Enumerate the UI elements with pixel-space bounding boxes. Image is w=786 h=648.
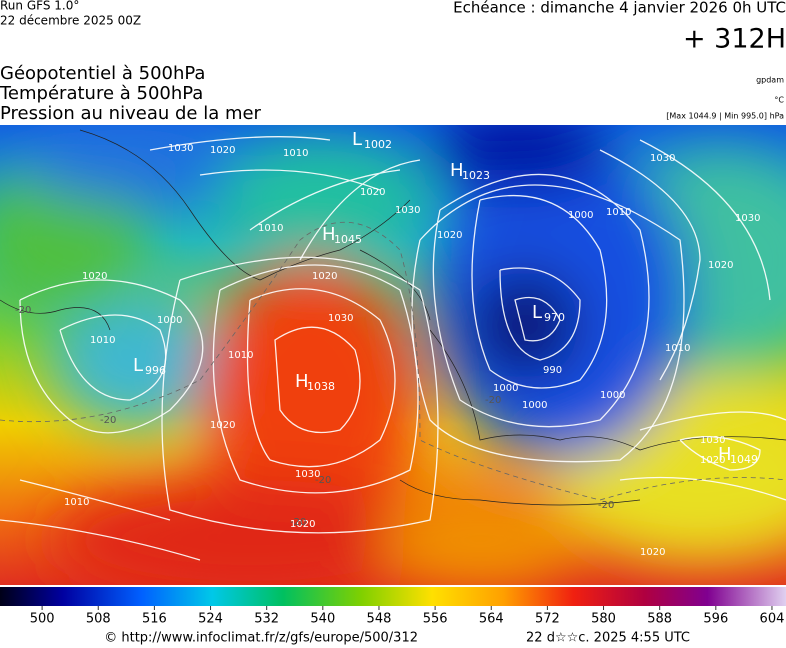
isobar-label: 1010	[283, 148, 308, 159]
colorbar-tick-label: 556	[423, 612, 448, 627]
isobar-label: 1030	[295, 469, 320, 480]
legend-line: Géopotentiel à 500hPa	[0, 63, 205, 84]
isobar-label: 1020	[210, 420, 235, 431]
timestamp: 22 d☆☆c. 2025 4:55 UTC	[526, 631, 690, 646]
isobar-label: 1020	[360, 187, 385, 198]
unit-label: °C	[774, 96, 784, 105]
colorbar-tick-label: 540	[310, 612, 335, 627]
pressure-center: H	[295, 371, 309, 392]
map-field	[0, 125, 786, 585]
source-credit: © http://www.infoclimat.fr/z/gfs/europe/…	[104, 631, 418, 646]
isobar-label: 1030	[395, 205, 420, 216]
pressure-range: [Max 1044.9 | Min 995.0] hPa	[666, 112, 784, 121]
isobar-label: 1010	[258, 223, 283, 234]
pressure-value: 1049	[730, 453, 758, 466]
isobar-label: 1020	[708, 260, 733, 271]
pressure-value: 1045	[334, 233, 362, 246]
colorbar-tick-label: 532	[254, 612, 279, 627]
isobar-label: 1020	[82, 271, 107, 282]
isobar-label: 1030	[650, 153, 675, 164]
unit-label: gpdam	[756, 76, 784, 85]
legend-line: Température à 500hPa	[0, 83, 203, 104]
legend-line: Pression au niveau de la mer	[0, 103, 262, 124]
temperature-label: -20	[100, 415, 116, 426]
isobar-label: 1020	[290, 519, 315, 530]
isobar-label: 1020	[700, 455, 725, 466]
run-label: Run GFS 1.0°	[0, 0, 79, 13]
isobar-label: 1000	[493, 383, 518, 394]
temperature-label: -20	[290, 517, 306, 528]
pressure-center: L	[352, 129, 362, 150]
isobar-label: 1010	[606, 207, 631, 218]
forecast-time: Echéance : dimanche 4 janvier 2026 0h UT…	[453, 0, 786, 17]
temperature-label: -20	[15, 305, 31, 316]
colorbar-tick-label: 588	[647, 612, 672, 627]
isobar-label: 1020	[312, 271, 337, 282]
pressure-center: L	[532, 302, 542, 323]
pressure-value: 1023	[462, 169, 490, 182]
isobar-label: 1030	[700, 435, 725, 446]
pressure-value: 1038	[307, 380, 335, 393]
pressure-center: L	[133, 355, 143, 376]
isobar-label: 1000	[522, 400, 547, 411]
pressure-center: H	[450, 160, 464, 181]
pressure-value: 996	[145, 364, 166, 377]
pressure-center: H	[718, 444, 732, 465]
isobar-label: 1010	[64, 497, 89, 508]
run-date: 22 décembre 2025 00Z	[0, 14, 141, 28]
colorbar-tick-label: 508	[86, 612, 111, 627]
colorbar-tick-label: 604	[760, 612, 785, 627]
pressure-center: H	[322, 224, 336, 245]
isobar-label: 1030	[168, 143, 193, 154]
colorbar-tick-label: 580	[591, 612, 616, 627]
isobar-label: 1010	[228, 350, 253, 361]
isobar-label: 1030	[735, 213, 760, 224]
isobar-label: 1010	[90, 335, 115, 346]
colorbar-tick-label: 500	[30, 612, 55, 627]
isobar-label: 1020	[437, 230, 462, 241]
isobar-label: 1030	[328, 313, 353, 324]
colorbar-tick-label: 524	[198, 612, 223, 627]
isobar-label: 1000	[157, 315, 182, 326]
pressure-value: 970	[544, 311, 565, 324]
isobar-label: 1010	[665, 343, 690, 354]
colorbar-tick-label: 548	[367, 612, 392, 627]
colorbar-tick-label: 516	[142, 612, 167, 627]
isobar-label: 1020	[640, 547, 665, 558]
temperature-label: -20	[315, 475, 331, 486]
temperature-label: -20	[485, 395, 501, 406]
isobar-label: 990	[543, 365, 562, 376]
lead-time: + 312H	[683, 24, 786, 55]
isobar-label: 1000	[568, 210, 593, 221]
colorbar-tick-label: 572	[535, 612, 560, 627]
colorbar-tick-label: 564	[479, 612, 504, 627]
isobar-label: 1000	[600, 390, 625, 401]
pressure-value: 1002	[364, 138, 392, 151]
colorbar	[0, 587, 786, 606]
colorbar-tick-label: 596	[703, 612, 728, 627]
temperature-label: -20	[598, 500, 614, 511]
isobar-label: 1020	[210, 145, 235, 156]
